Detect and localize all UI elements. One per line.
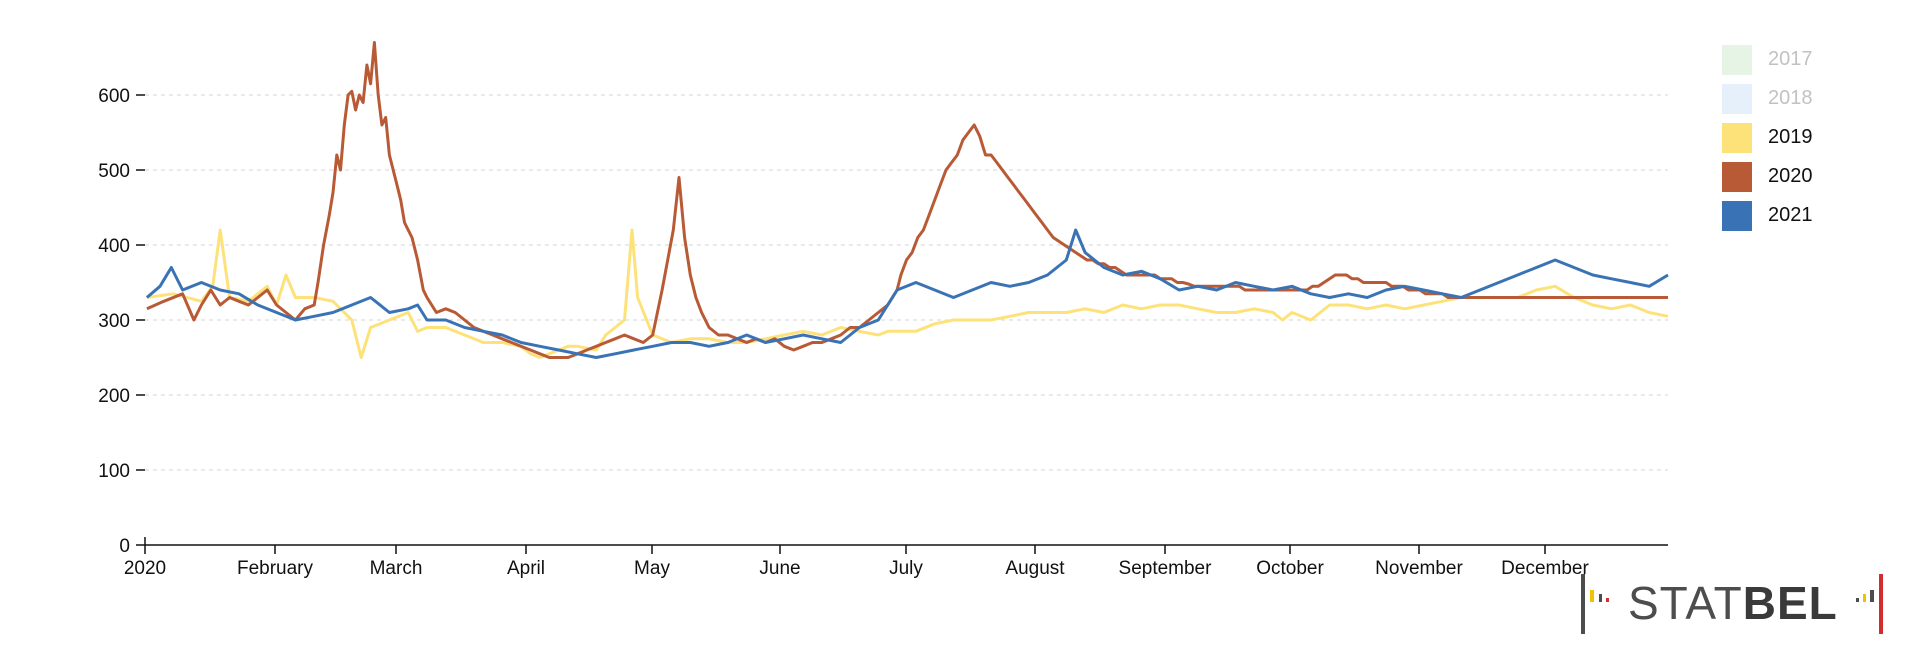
x-tick-label: June <box>759 558 800 579</box>
x-tick-label: November <box>1375 558 1463 579</box>
legend-swatch <box>1722 44 1752 75</box>
x-tick-label: February <box>237 558 314 579</box>
legend-item-2018[interactable]: 2018 <box>1722 79 1813 118</box>
legend-label: 2017 <box>1768 48 1813 70</box>
legend-label: 2021 <box>1768 204 1813 226</box>
x-axis: 2020 February March April May June July August S… <box>124 544 1668 579</box>
logo-bars-right-icon <box>1856 574 1883 634</box>
y-tick-label: 600 <box>98 86 130 107</box>
y-tick-label: 100 <box>98 461 130 482</box>
x-tick-label: August <box>1005 558 1065 579</box>
y-tick-label: 300 <box>98 311 130 332</box>
x-tick-label: October <box>1256 558 1324 579</box>
logo-bars-left-icon <box>1581 574 1609 634</box>
legend-item-2017[interactable]: 2017 <box>1722 40 1813 79</box>
y-tick-label: 200 <box>98 386 130 407</box>
legend-label: 2020 <box>1768 165 1813 187</box>
y-axis: 0 100 200 300 400 500 600 <box>98 86 146 557</box>
x-tick-label: May <box>634 558 670 579</box>
legend-label: 2019 <box>1768 126 1813 148</box>
y-tick-label: 0 <box>119 536 130 557</box>
x-tick-label: March <box>370 558 423 579</box>
legend: 2017 2018 2019 2020 2021 <box>1722 40 1813 235</box>
legend-item-2021[interactable]: 2021 <box>1722 196 1813 235</box>
legend-swatch <box>1722 83 1752 114</box>
logo-text-bel: BEL <box>1742 577 1838 629</box>
series-line-2020 <box>146 41 1668 359</box>
logo-wordmark: STATBEL <box>1628 576 1838 630</box>
legend-item-2019[interactable]: 2019 <box>1722 118 1813 157</box>
statbel-logo: STATBEL <box>1578 572 1898 638</box>
series-line-2019 <box>146 228 1669 359</box>
gridlines <box>145 94 1668 471</box>
x-tick-label: 2020 <box>124 558 166 579</box>
x-tick-label: September <box>1119 558 1213 579</box>
legend-swatch <box>1722 122 1752 153</box>
x-tick-label: July <box>889 558 923 579</box>
legend-label: 2018 <box>1768 87 1813 109</box>
series-lines <box>145 41 1669 359</box>
legend-swatch <box>1722 161 1752 192</box>
legend-item-2020[interactable]: 2020 <box>1722 157 1813 196</box>
x-tick-label: April <box>507 558 545 579</box>
y-tick-label: 400 <box>98 236 130 257</box>
logo-text-stat: STAT <box>1628 577 1743 629</box>
legend-swatch <box>1722 200 1752 231</box>
series-line-2021 <box>145 228 1669 359</box>
y-tick-label: 500 <box>98 161 130 182</box>
x-tick-label: December <box>1501 558 1589 579</box>
